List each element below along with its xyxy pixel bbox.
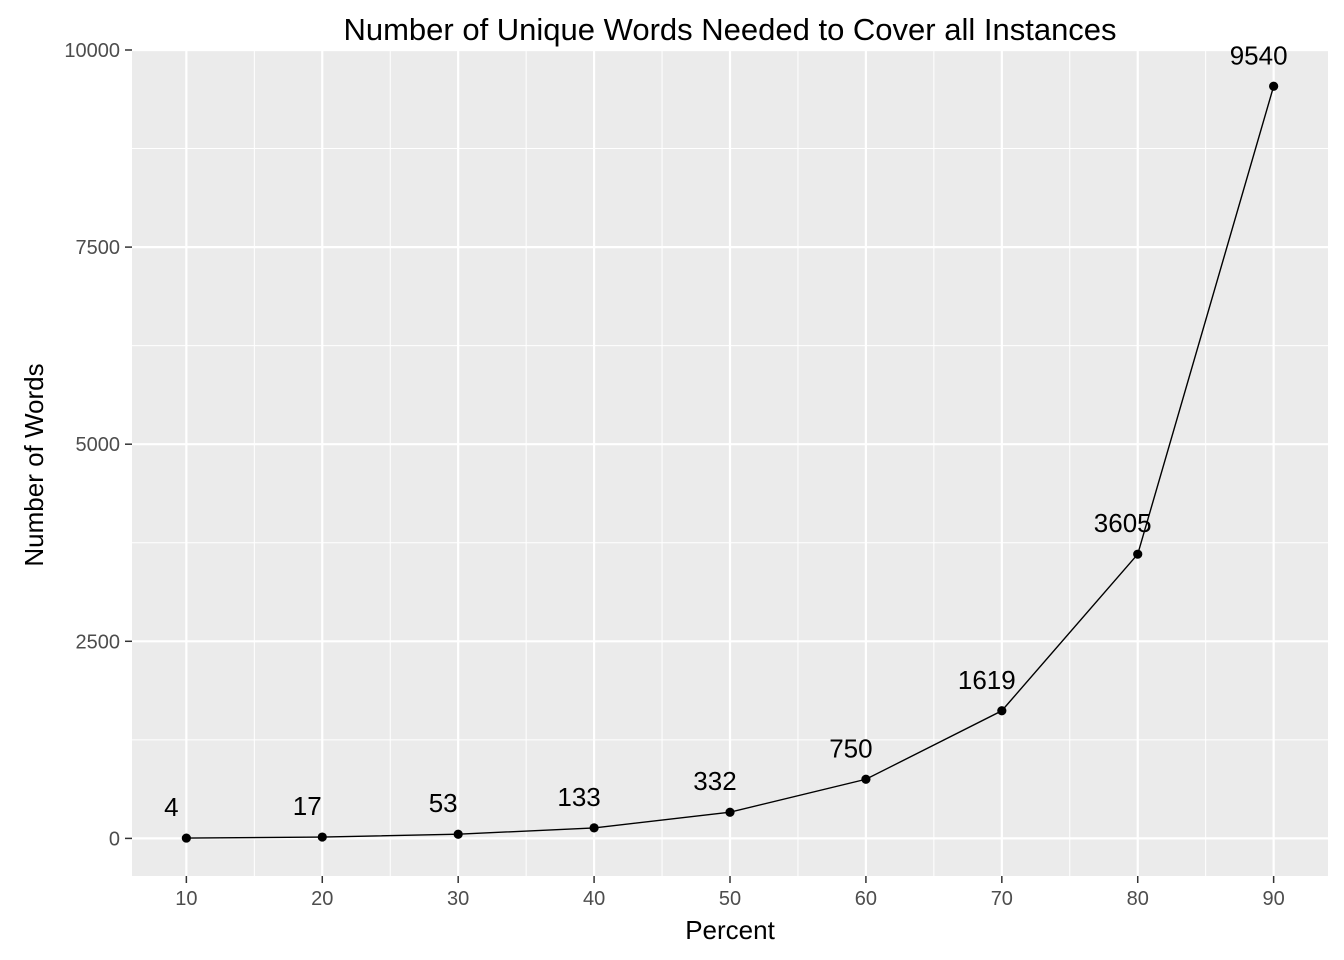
chart-title: Number of Unique Words Needed to Cover a… [343,12,1116,47]
x-tick-label: 50 [719,888,741,910]
data-label: 750 [829,733,872,763]
x-axis-title: Percent [685,915,775,945]
x-tick-label: 40 [583,888,605,910]
x-tick-label: 70 [991,888,1013,910]
data-point [997,706,1007,716]
data-label: 1619 [958,665,1016,695]
data-point [453,829,463,839]
y-tick-label: 2500 [76,631,121,653]
x-axis: 10 20 30 40 50 60 70 80 90 [175,876,1285,910]
y-tick-label: 0 [109,828,120,850]
data-points [181,81,1279,843]
data-point [1269,81,1279,91]
data-labels: 4 17 53 133 332 750 1619 3605 9540 [164,40,1287,822]
x-tick-label: 20 [311,888,333,910]
y-tick-label: 5000 [76,434,121,456]
data-point [317,832,327,842]
data-point [589,823,599,833]
data-label: 332 [693,766,736,796]
data-point [861,774,871,784]
y-axis-title: Number of Words [19,363,49,566]
x-tick-label: 80 [1127,888,1149,910]
data-label: 4 [164,792,178,822]
data-label: 53 [429,788,458,818]
x-tick-label: 10 [175,888,197,910]
x-tick-label: 60 [855,888,877,910]
x-tick-label: 30 [447,888,469,910]
data-point [725,807,735,817]
y-tick-label: 7500 [76,237,121,259]
data-label: 3605 [1094,508,1152,538]
data-point [181,833,191,843]
data-label: 17 [293,791,322,821]
data-label: 9540 [1230,40,1288,70]
major-gridlines [132,48,1328,876]
y-tick-label: 10000 [64,40,120,62]
data-point [1133,549,1143,559]
y-axis: 0 2500 5000 7500 10000 [64,40,132,850]
x-tick-label: 90 [1263,888,1285,910]
data-label: 133 [557,782,600,812]
